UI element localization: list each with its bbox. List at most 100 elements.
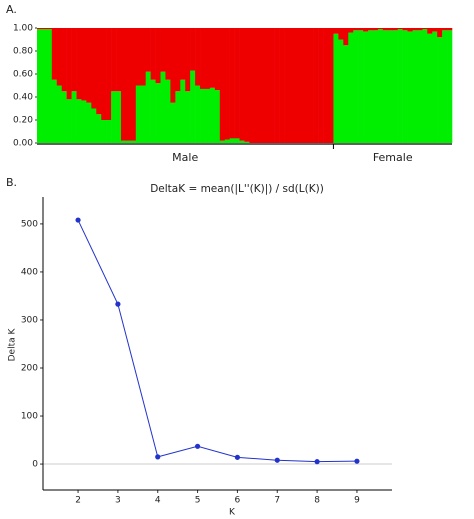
x-tick-label: 6 <box>235 496 241 506</box>
bar-segment <box>387 28 394 31</box>
bar-segment <box>145 71 151 143</box>
bar-segment <box>269 28 275 143</box>
bar-segment <box>234 28 240 139</box>
bar-segment <box>180 79 186 143</box>
y-axis-label: Delta K <box>8 328 18 362</box>
bar-segment <box>81 28 87 101</box>
x-tick-label: 7 <box>274 496 280 506</box>
bar-segment <box>160 28 166 72</box>
bar-segment <box>66 28 72 100</box>
bar-segment <box>56 28 63 86</box>
bar-segment <box>37 28 43 30</box>
bar-segment <box>145 28 151 72</box>
line <box>77 219 357 463</box>
bar-segment <box>219 28 226 141</box>
bar-segment <box>135 28 142 86</box>
bar-segment <box>195 28 201 86</box>
group-label: Female <box>373 151 413 164</box>
bar-segment <box>41 29 48 143</box>
y-tick-label: 200 <box>21 363 38 373</box>
bar-segment <box>209 87 216 143</box>
bar-segment <box>259 28 265 143</box>
bar-segment <box>437 28 443 38</box>
bar-segment <box>333 28 339 34</box>
y-tick-label: 0.60 <box>13 70 33 80</box>
bar-segment <box>71 91 77 143</box>
bar-segment <box>140 28 146 86</box>
bar-segment <box>46 29 53 143</box>
bar-segment <box>432 31 438 144</box>
x-axis-label: K <box>229 508 236 518</box>
bar-segment <box>284 28 290 143</box>
bar-segment <box>432 28 438 32</box>
bar-segment <box>190 28 196 71</box>
x-tick-label: 5 <box>195 496 201 506</box>
bar-segment <box>328 28 334 143</box>
bar-segment <box>51 79 58 143</box>
bar-segment <box>224 28 230 140</box>
bar-segment <box>293 28 300 143</box>
x-tick-label: 8 <box>314 496 320 506</box>
panel-label: A. <box>6 3 17 16</box>
bar-segment <box>254 28 260 143</box>
point <box>155 454 161 460</box>
bar-segment <box>447 28 453 31</box>
bar-segment <box>377 28 384 30</box>
bar-segment <box>234 138 240 143</box>
bar-segment <box>407 31 413 144</box>
point <box>274 457 280 463</box>
bar-segment <box>318 28 324 143</box>
x-tick-label: 3 <box>115 496 121 506</box>
point <box>75 217 81 223</box>
bar-segment <box>111 91 117 143</box>
bar-segment <box>353 30 359 143</box>
bar-segment <box>155 28 161 84</box>
bar-segment <box>387 30 394 143</box>
bar-segment <box>343 45 349 143</box>
bar-segment <box>447 30 453 143</box>
bar-segment <box>382 28 389 31</box>
y-tick-label: 100 <box>21 412 38 422</box>
bar-segment <box>229 138 235 143</box>
bar-segment <box>86 102 92 143</box>
bar-segment <box>150 79 156 143</box>
bar-segment <box>61 28 67 92</box>
bar-segment <box>249 28 255 143</box>
bar-segment <box>120 28 127 141</box>
bar-segment <box>120 140 127 143</box>
point <box>314 459 320 465</box>
bar-segment <box>91 108 97 143</box>
bar-segment <box>125 140 132 143</box>
bar-segment <box>397 28 403 30</box>
bar-segment <box>101 28 107 120</box>
bar-segment <box>155 83 161 143</box>
y-tick-label: 0 <box>32 460 38 470</box>
y-tick-label: 400 <box>21 267 38 277</box>
bar-segment <box>298 28 305 143</box>
bar-segment <box>71 28 77 92</box>
bar-segment <box>417 30 423 143</box>
bar-segment <box>219 140 226 143</box>
bar-segment <box>66 99 72 143</box>
bar-segment <box>175 28 181 92</box>
y-tick-label: 500 <box>21 219 38 229</box>
panel-label: B. <box>6 176 17 189</box>
bar-segment <box>150 28 156 80</box>
bar-segment <box>165 79 171 143</box>
bar-segment <box>288 28 295 143</box>
x-tick-label: 9 <box>354 496 360 506</box>
bar-segment <box>244 141 250 143</box>
y-tick-label: 300 <box>21 315 38 325</box>
bar-segment <box>353 28 359 31</box>
bar-segment <box>363 31 369 144</box>
bar-segment <box>338 39 344 143</box>
bar-segment <box>368 30 374 143</box>
bar-segment <box>130 140 137 143</box>
bar-segment <box>111 28 117 92</box>
bar-segment <box>224 139 230 143</box>
bar-segment <box>91 28 97 109</box>
bar-segment <box>185 28 191 92</box>
x-tick-label: 4 <box>155 496 161 506</box>
bar-segment <box>412 30 418 143</box>
y-tick-label: 0.80 <box>13 47 33 57</box>
